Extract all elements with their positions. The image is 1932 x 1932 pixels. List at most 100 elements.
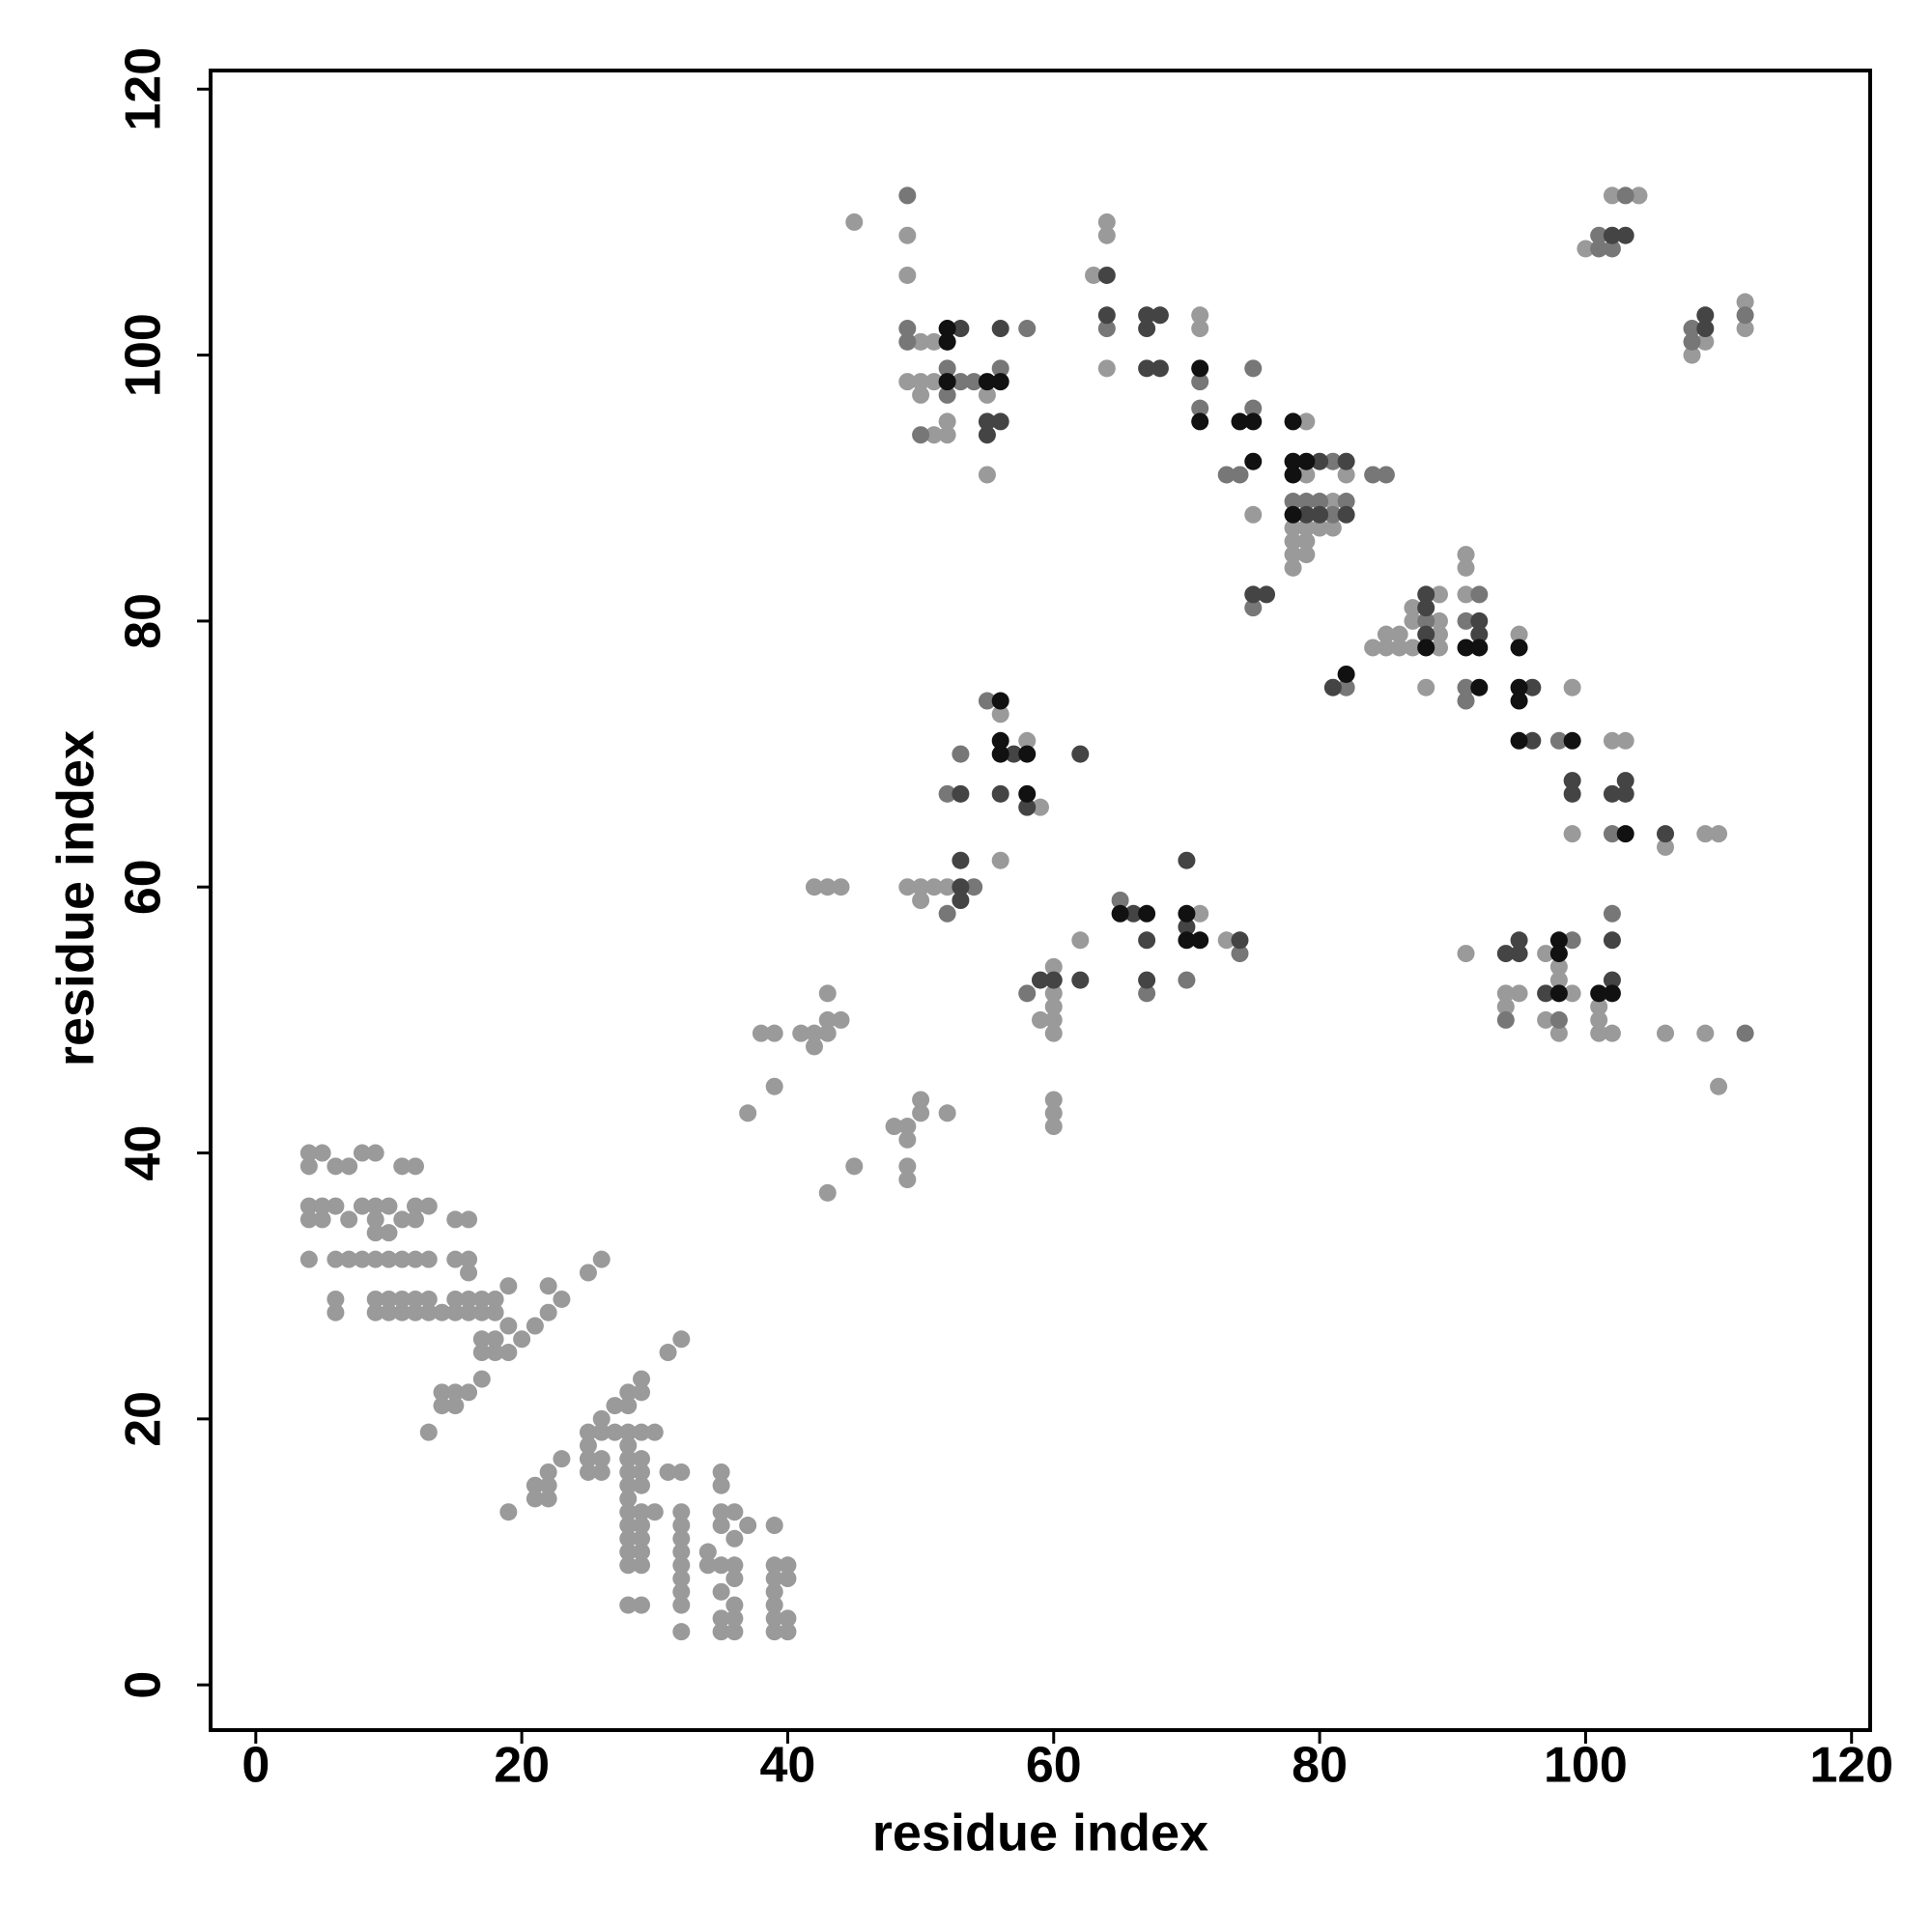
point xyxy=(712,1517,730,1535)
point xyxy=(499,1503,518,1521)
point xyxy=(952,745,970,763)
point xyxy=(1657,825,1675,843)
point xyxy=(1510,639,1528,657)
point xyxy=(1563,984,1581,1003)
point xyxy=(619,1556,638,1575)
point xyxy=(1217,931,1236,950)
point xyxy=(712,1582,730,1601)
point xyxy=(366,1224,384,1242)
point xyxy=(1323,519,1342,537)
point xyxy=(1603,971,1621,989)
point xyxy=(1417,625,1435,643)
point xyxy=(1097,306,1116,325)
point xyxy=(1510,945,1528,963)
point xyxy=(978,412,996,431)
point xyxy=(1217,466,1236,484)
point xyxy=(619,1436,638,1455)
point xyxy=(818,1183,837,1202)
point xyxy=(327,1303,345,1321)
point xyxy=(1044,1118,1063,1136)
point xyxy=(1496,984,1515,1003)
point xyxy=(1178,931,1196,950)
point xyxy=(952,892,970,909)
point xyxy=(978,373,996,391)
point xyxy=(1085,266,1103,284)
point xyxy=(1244,599,1263,617)
x-axis-label: residue index xyxy=(872,1804,1208,1861)
point xyxy=(1417,639,1435,657)
point xyxy=(633,1370,651,1388)
point xyxy=(1018,320,1037,338)
point xyxy=(366,1303,384,1321)
point xyxy=(592,1250,611,1268)
point xyxy=(938,332,956,351)
x-tick-label: 120 xyxy=(1809,1738,1893,1794)
point xyxy=(526,1317,544,1335)
point xyxy=(792,1024,810,1042)
point xyxy=(938,412,956,431)
point xyxy=(818,984,837,1003)
point xyxy=(1018,731,1037,750)
point xyxy=(486,1303,504,1321)
point xyxy=(712,1463,730,1481)
point xyxy=(672,1529,691,1548)
point xyxy=(1417,611,1435,630)
point xyxy=(472,1370,491,1388)
point xyxy=(1297,532,1316,551)
point xyxy=(1603,784,1621,803)
point xyxy=(991,412,1009,431)
point xyxy=(1603,825,1621,843)
point xyxy=(1549,931,1568,950)
point xyxy=(1590,984,1608,1003)
point xyxy=(1549,971,1568,989)
point xyxy=(978,385,996,404)
point xyxy=(765,1570,783,1588)
point xyxy=(1404,599,1422,617)
point xyxy=(1496,998,1515,1016)
point xyxy=(446,1210,465,1229)
point xyxy=(978,426,996,444)
point xyxy=(1616,825,1634,843)
point xyxy=(1696,1024,1715,1042)
point xyxy=(1417,599,1435,617)
point xyxy=(672,1503,691,1521)
point xyxy=(619,1397,638,1415)
point xyxy=(1430,639,1448,657)
x-tick-label: 80 xyxy=(1292,1738,1348,1794)
point xyxy=(1577,240,1595,258)
point xyxy=(1018,745,1037,763)
point xyxy=(1284,452,1302,470)
point xyxy=(1457,611,1475,630)
point xyxy=(353,1250,371,1268)
point xyxy=(1616,784,1634,803)
x-tick-label: 40 xyxy=(760,1738,816,1794)
point xyxy=(299,1197,318,1215)
point xyxy=(1470,678,1489,696)
x-tick-label: 0 xyxy=(242,1738,270,1794)
point xyxy=(1044,1010,1063,1029)
point xyxy=(1244,399,1263,417)
point xyxy=(912,892,930,909)
point xyxy=(818,1010,837,1029)
point xyxy=(1510,931,1528,950)
point xyxy=(1496,1010,1515,1029)
plot-frame xyxy=(209,69,1872,1732)
point xyxy=(579,1450,597,1468)
point xyxy=(1231,931,1249,950)
point xyxy=(898,320,917,338)
y-tick-label: 20 xyxy=(116,1391,172,1447)
point xyxy=(366,1144,384,1162)
point xyxy=(712,1503,730,1521)
point xyxy=(1244,412,1263,431)
point xyxy=(818,878,837,896)
point xyxy=(725,1596,744,1614)
point xyxy=(633,1450,651,1468)
point xyxy=(1337,493,1355,511)
point xyxy=(1044,984,1063,1003)
point xyxy=(898,1171,917,1189)
point xyxy=(1563,825,1581,843)
point xyxy=(313,1197,331,1215)
point xyxy=(1044,1091,1063,1109)
point xyxy=(1549,1024,1568,1042)
